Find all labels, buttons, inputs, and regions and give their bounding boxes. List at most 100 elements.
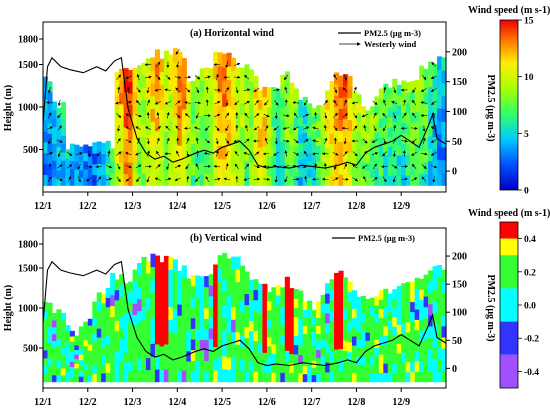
field-cell (271, 145, 277, 157)
field-cell (266, 106, 272, 118)
field-cell (222, 80, 228, 94)
field-cell (396, 343, 402, 354)
wind-arrow (95, 165, 102, 169)
field-cell (78, 337, 84, 344)
field-cell (159, 333, 165, 347)
field-cell (172, 357, 178, 370)
field-cell (150, 159, 156, 174)
field-cell (338, 292, 344, 305)
field-cell (405, 82, 411, 94)
field-cell (351, 326, 358, 337)
wind-arrow (430, 139, 437, 143)
field-cell (329, 340, 335, 352)
field-cell (150, 121, 156, 135)
field-cell (159, 286, 165, 299)
field-cell (181, 277, 187, 290)
field-cell (298, 159, 304, 169)
field-cell (231, 369, 237, 383)
field-cell (414, 329, 420, 341)
field-cell (405, 154, 411, 166)
field-cell (83, 357, 89, 365)
field-cell (43, 76, 49, 89)
field-cell (145, 285, 152, 298)
field-cell (60, 326, 66, 335)
field-cell (374, 167, 380, 177)
field-cell (338, 152, 344, 164)
field-cell (92, 153, 98, 165)
field-cell (410, 80, 416, 92)
field-cell (257, 352, 264, 363)
wind-arrow (165, 74, 171, 80)
field-cell (378, 88, 384, 99)
field-cell (351, 119, 358, 130)
field-cell (334, 128, 340, 141)
field-cell (423, 103, 429, 117)
field-cell (154, 103, 161, 118)
wind-arrow (136, 73, 140, 81)
field-cell (177, 145, 183, 160)
field-cell (168, 67, 174, 82)
field-cell (128, 150, 134, 163)
field-cell (343, 287, 349, 299)
field-cell (347, 108, 353, 121)
wind-arrow (145, 126, 152, 130)
field-cell (302, 123, 308, 133)
field-cell (284, 173, 290, 186)
field-cell (266, 318, 272, 329)
wind-arrow (225, 150, 229, 157)
field-cell (405, 321, 411, 333)
field-cell (128, 281, 134, 293)
field-cell (69, 371, 75, 378)
wind-arrow (371, 152, 379, 155)
field-cell (217, 158, 223, 173)
field-cell (334, 95, 340, 107)
field-cell (401, 132, 407, 144)
field-cell (172, 157, 178, 173)
field-cell (387, 293, 393, 304)
panel-horizontal-wind: 12/1 12/2 12/3 12/4 12/5 12/6 12/7 12/8 12/9 500… (3, 5, 550, 212)
colorbar-level (500, 222, 518, 239)
field-cell (432, 88, 438, 101)
field-cell (266, 300, 272, 311)
wind-arrow (292, 101, 300, 105)
field-cell (235, 294, 241, 308)
field-cell (316, 349, 322, 359)
field-cell (137, 286, 143, 300)
field-cell (154, 158, 161, 173)
field-cell (419, 161, 425, 174)
field-cell (334, 151, 340, 164)
pm25-line (42, 260, 447, 367)
field-cell (177, 131, 183, 146)
field-cell (56, 131, 62, 140)
field-cell (235, 356, 241, 370)
wind-arrow (174, 75, 182, 79)
field-cell (222, 265, 228, 280)
field-cell (119, 92, 125, 105)
field-cell (96, 354, 102, 365)
field-cell (132, 68, 138, 81)
field-cell (172, 332, 178, 346)
field-cell (83, 321, 89, 329)
field-cell (307, 168, 313, 178)
field-cell (365, 340, 371, 350)
field-cell (145, 260, 152, 274)
wind-arrow (155, 61, 161, 68)
wind-arrow (431, 61, 437, 67)
field-cell (356, 373, 362, 383)
field-cell (141, 62, 147, 76)
field-cell (351, 110, 358, 121)
field-cell (248, 92, 255, 105)
field-cell (87, 146, 93, 157)
field-cell (132, 348, 138, 360)
x-tick-label: 12/9 (392, 201, 410, 212)
field-cell (141, 281, 147, 295)
field-cell (307, 365, 313, 375)
field-cell (226, 79, 232, 94)
field-cell (396, 155, 402, 166)
wind-arrow (195, 112, 200, 119)
field-cell (123, 68, 129, 81)
field-cell (360, 153, 366, 163)
field-cell (401, 371, 407, 383)
field-cell (298, 317, 304, 328)
field-cell (365, 373, 371, 383)
